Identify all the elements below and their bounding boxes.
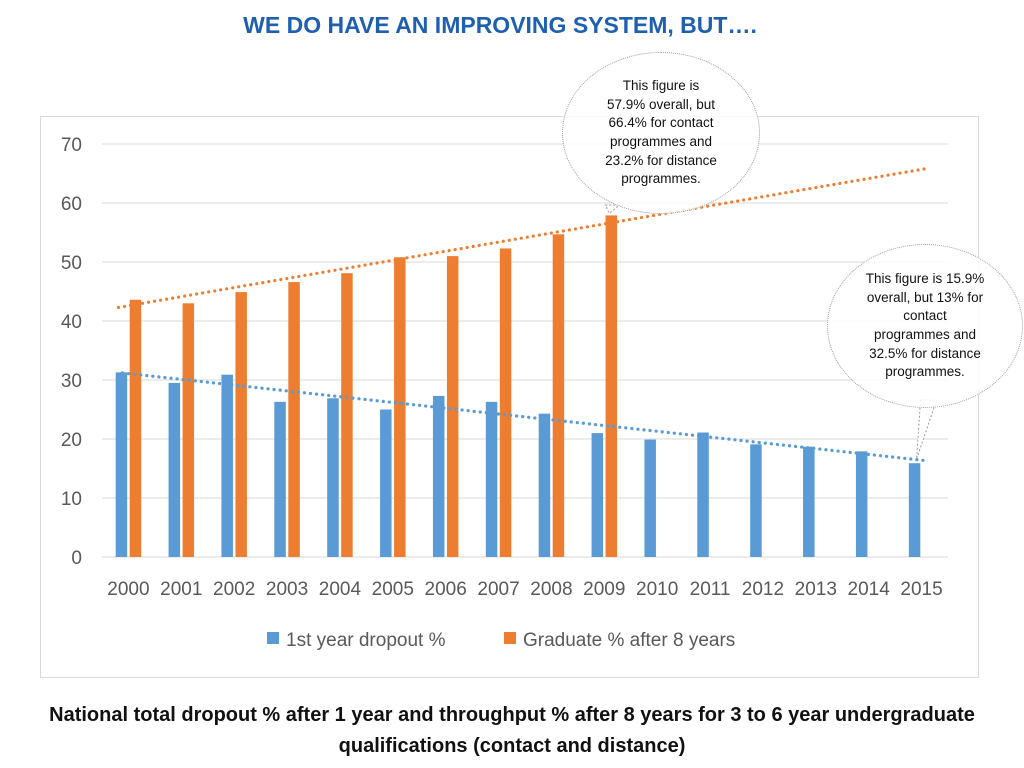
dropout-legend-swatch xyxy=(267,632,279,644)
x-tick-label-2000: 2000 xyxy=(107,579,149,600)
x-tick-label-2001: 2001 xyxy=(160,579,202,600)
x-tick-label-2014: 2014 xyxy=(848,579,891,600)
dropout-bar-2006 xyxy=(432,395,445,557)
dropout-bar-2004 xyxy=(327,398,339,557)
dropout-legend-label: 1st year dropout % xyxy=(286,630,446,651)
dropout-callout-text: This figure is 15.9% overall, but 13% fo… xyxy=(865,270,985,380)
x-tick-label-2002: 2002 xyxy=(213,579,255,600)
graduate-bar-2004 xyxy=(341,273,353,557)
dropout-bar-2002 xyxy=(221,374,233,557)
graduate-bar-2003 xyxy=(288,282,300,557)
y-tick-label: 70 xyxy=(61,135,82,156)
graduate-bar-2009 xyxy=(605,215,618,557)
x-tick-label-2008: 2008 xyxy=(530,579,572,600)
dropout-bar-2007 xyxy=(485,401,498,557)
graduate-bar-2007 xyxy=(499,248,512,557)
dropout-bar-2011 xyxy=(697,432,709,557)
dropout-callout-pointer xyxy=(916,399,938,460)
x-tick-label-2011: 2011 xyxy=(690,579,731,600)
x-tick-label-2015: 2015 xyxy=(900,579,942,600)
x-tick-label-2012: 2012 xyxy=(742,579,784,600)
chart-caption: National total dropout % after 1 year an… xyxy=(49,704,975,757)
x-tick-label-2010: 2010 xyxy=(636,579,678,600)
y-tick-label: 60 xyxy=(61,194,82,215)
graduate-bar-2000 xyxy=(129,299,142,557)
graduate-callout-pointer xyxy=(604,204,621,215)
y-tick-label: 30 xyxy=(61,371,82,392)
graduate-bar-2001 xyxy=(182,303,195,557)
dropout-trendline xyxy=(120,371,930,463)
dropout-callout: This figure is 15.9% overall, but 13% fo… xyxy=(827,244,1023,408)
x-tick-label-2013: 2013 xyxy=(795,579,837,600)
dropout-bar-2010 xyxy=(644,439,656,557)
y-tick-label: 20 xyxy=(61,430,82,451)
x-tick-label-2009: 2009 xyxy=(583,579,625,600)
x-tick-label-2004: 2004 xyxy=(319,579,362,600)
graduate-callout-text: This figure is 57.9% overall, but 66.4% … xyxy=(605,77,717,187)
dropout-bar-2014 xyxy=(855,451,868,557)
graduate-bar-2002 xyxy=(235,292,247,557)
dropout-bar-2015 xyxy=(908,463,921,557)
dropout-bar-2012 xyxy=(750,444,762,557)
y-tick-label: 50 xyxy=(61,253,82,274)
dropout-bar-2001 xyxy=(168,382,181,557)
x-tick-label-2007: 2007 xyxy=(477,579,519,600)
graduate-legend-label: Graduate % after 8 years xyxy=(523,630,735,651)
dropout-bar-2009 xyxy=(591,433,604,557)
x-tick-label-2003: 2003 xyxy=(266,579,308,600)
dropout-bar-2000 xyxy=(115,372,128,557)
dropout-bar-2003 xyxy=(274,401,286,557)
dropout-bar-2005 xyxy=(380,409,392,557)
slide-title: WE DO HAVE AN IMPROVING SYSTEM, BUT…. xyxy=(243,12,757,38)
dropout-bar-2008 xyxy=(538,413,551,557)
graduate-callout: This figure is 57.9% overall, but 66.4% … xyxy=(562,52,760,214)
graduate-bar-2006 xyxy=(446,256,459,557)
y-tick-label: 40 xyxy=(61,312,82,333)
x-tick-label-2006: 2006 xyxy=(425,579,467,600)
x-tick-label-2005: 2005 xyxy=(372,579,414,600)
y-tick-label: 0 xyxy=(71,548,82,569)
graduate-bar-2005 xyxy=(394,257,406,557)
y-tick-label: 10 xyxy=(61,489,82,510)
graduate-legend-swatch xyxy=(504,632,516,644)
graduate-bar-2008 xyxy=(552,234,565,557)
dropout-bar-2013 xyxy=(803,446,815,557)
graduate-trendline xyxy=(116,166,931,310)
